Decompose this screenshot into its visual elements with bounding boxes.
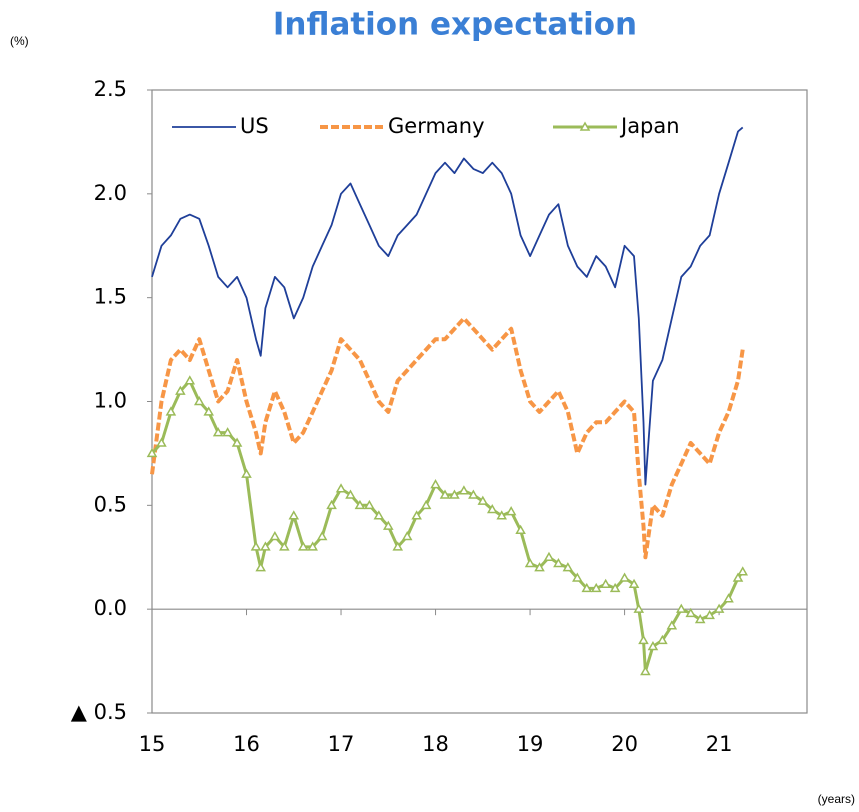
point-marker — [609, 582, 621, 593]
point-marker — [732, 572, 744, 582]
point-marker — [524, 557, 536, 568]
x-tick-label: 18 — [422, 732, 449, 756]
x-tick-label: 15 — [139, 732, 166, 756]
point-marker — [505, 506, 517, 516]
legend-label: US — [240, 114, 269, 138]
point-marker — [723, 593, 734, 603]
y-tick-label: 2.5 — [94, 77, 127, 101]
series-line — [150, 379, 744, 673]
point-marker — [316, 530, 328, 541]
point-marker — [486, 503, 498, 514]
point-marker — [260, 541, 271, 551]
point-marker — [373, 510, 385, 520]
point-marker — [307, 541, 318, 551]
point-marker — [269, 530, 281, 541]
point-marker — [704, 609, 715, 620]
point-marker — [241, 468, 252, 478]
series-line — [150, 316, 745, 560]
series-line — [151, 126, 744, 486]
legend-label: Germany — [388, 114, 485, 138]
y-tick-label: 1.0 — [94, 389, 127, 413]
point-marker — [657, 634, 668, 645]
y-tick-label: 0.0 — [94, 596, 127, 620]
point-marker — [250, 541, 262, 551]
point-marker — [581, 582, 593, 593]
point-marker — [382, 520, 394, 530]
point-marker — [496, 510, 508, 520]
x-tick-label: 17 — [328, 732, 355, 756]
point-marker — [449, 489, 460, 499]
point-marker — [685, 607, 697, 618]
point-marker — [401, 530, 413, 541]
x-tick-label: 20 — [611, 732, 638, 756]
point-marker — [175, 385, 186, 395]
point-marker — [184, 375, 196, 385]
y-tick-label: 2.0 — [94, 181, 127, 205]
point-marker — [430, 479, 441, 489]
point-marker — [666, 620, 678, 630]
point-marker — [335, 483, 347, 493]
point-marker — [713, 603, 725, 613]
point-marker — [737, 566, 749, 576]
x-tick-label: 21 — [706, 732, 733, 756]
point-marker — [628, 578, 640, 588]
point-marker — [364, 499, 375, 510]
point-marker — [193, 395, 205, 406]
point-marker — [676, 603, 687, 613]
point-marker — [326, 499, 337, 510]
point-marker — [288, 510, 300, 520]
point-marker — [468, 489, 479, 499]
point-marker — [640, 665, 651, 676]
legend-label: Japan — [619, 114, 680, 138]
point-marker — [600, 578, 611, 588]
plot-frame — [151, 89, 808, 714]
point-marker — [572, 572, 583, 582]
y-tick-label: ▲ 0.5 — [71, 700, 127, 724]
x-unit: (years) — [818, 792, 855, 806]
point-marker — [203, 406, 215, 416]
point-marker — [439, 489, 451, 499]
point-marker — [165, 406, 177, 416]
point-marker — [255, 562, 266, 572]
point-marker — [392, 541, 404, 551]
point-marker — [553, 557, 564, 568]
chart-title: Inflation expectation — [273, 7, 637, 43]
point-marker — [543, 551, 555, 561]
x-tick-label: 19 — [517, 732, 544, 756]
point-marker — [279, 541, 290, 551]
point-marker — [619, 572, 630, 582]
point-marker — [231, 437, 243, 447]
point-marker — [534, 562, 545, 572]
point-marker — [458, 485, 470, 495]
point-marker — [647, 641, 659, 651]
point-marker — [222, 427, 233, 437]
point-marker — [590, 582, 602, 593]
x-tick-label: 16 — [233, 732, 260, 756]
legend-marker — [579, 121, 591, 131]
point-marker — [562, 562, 574, 572]
point-marker — [694, 614, 706, 624]
point-marker — [354, 499, 366, 510]
y-unit: (%) — [10, 34, 29, 48]
point-marker — [297, 541, 309, 551]
y-tick-label: 1.5 — [94, 285, 127, 309]
point-marker — [420, 499, 432, 510]
point-marker — [638, 634, 649, 645]
y-tick-label: 0.5 — [94, 492, 127, 516]
point-marker — [146, 447, 158, 458]
point-marker — [477, 495, 489, 505]
point-marker — [345, 489, 356, 499]
point-marker — [515, 524, 526, 535]
point-marker — [212, 427, 224, 437]
point-marker — [411, 510, 422, 520]
point-marker — [156, 437, 167, 447]
point-marker — [633, 603, 645, 613]
